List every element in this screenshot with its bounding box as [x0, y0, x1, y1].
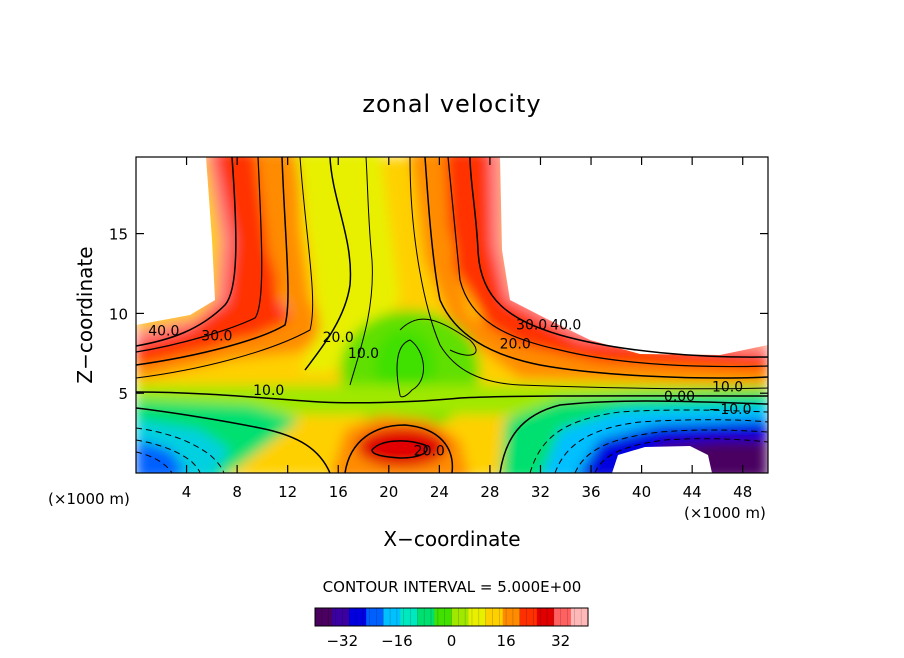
contour-label: 40.0 — [550, 317, 581, 333]
y-axis-ticks: 5 10 15 — [109, 226, 768, 403]
contour-line — [447, 157, 768, 368]
field-upper-left-blank — [136, 157, 215, 325]
x-tick-label: 4 — [182, 483, 192, 501]
contour-line — [136, 427, 225, 473]
contour-label: 0.00 — [664, 389, 695, 405]
colorbar-segment — [451, 608, 470, 626]
contour-label: −10.0 — [709, 402, 752, 418]
colorbar-segment — [315, 608, 333, 626]
contour-line — [136, 439, 201, 473]
plot-frame — [135, 156, 769, 474]
field-upper-right-blank — [500, 157, 768, 355]
field-lower-left-blue — [136, 440, 185, 473]
contour-line — [344, 424, 454, 473]
x-tick-label: 12 — [278, 483, 297, 501]
contour-line — [409, 157, 768, 390]
colorbar-segment — [400, 608, 418, 626]
contour-line — [499, 400, 768, 473]
contour-line — [136, 451, 173, 473]
x-tick-label: 40 — [632, 483, 651, 501]
colorbar: −32 −16 0 16 32 — [314, 607, 589, 650]
contour-line — [136, 157, 289, 366]
chart-title: zonal velocity — [362, 90, 541, 118]
colorbar-tick-label: −16 — [381, 632, 413, 650]
contour-line — [594, 438, 768, 473]
colorbar-segment — [502, 608, 521, 626]
y-tick-label: 15 — [109, 226, 128, 244]
x-tick-label: 28 — [480, 483, 499, 501]
contour-line — [371, 440, 428, 459]
contour-line — [554, 419, 768, 473]
contour-line — [574, 429, 768, 473]
contour-line — [469, 157, 768, 358]
field-left-jet-orange — [136, 157, 330, 380]
contour-label: 30.0 — [516, 317, 547, 333]
colorbar-tick-label: 32 — [551, 632, 570, 650]
x-axis-ticks: 4 8 12 16 20 24 28 32 36 40 44 48 — [182, 157, 752, 501]
x-tick-label: 24 — [430, 483, 449, 501]
colorbar-segment — [468, 608, 487, 626]
colorbar-tick-label: 0 — [447, 632, 457, 650]
contour-labels: 40.0 30.0 20.010.010.030.0 40.020.010.00.00… — [148, 317, 751, 459]
contour-line — [529, 409, 768, 473]
x-tick-label: 20 — [379, 483, 398, 501]
colorbar-segment — [383, 608, 401, 626]
contour-label: 10.0 — [712, 380, 743, 396]
colorbar-segment — [349, 608, 367, 626]
x-tick-label: 32 — [531, 483, 550, 501]
field-center-yellow — [296, 157, 400, 372]
contour-line — [396, 339, 425, 398]
contour-line — [424, 157, 768, 379]
field-lower-right-blank — [612, 446, 712, 473]
colorbar-segment — [332, 608, 350, 626]
colorbar-tick-label: −32 — [326, 632, 358, 650]
x-tick-label: 48 — [733, 483, 752, 501]
contour-label: 30.0 — [201, 329, 232, 345]
y-tick-label: 5 — [118, 385, 128, 403]
field-left-jet — [136, 157, 300, 370]
contour-label: 20.0 — [500, 337, 531, 353]
colorbar-segment — [536, 608, 555, 626]
colorbar-segment — [485, 608, 504, 626]
contour-line — [349, 157, 373, 386]
x-tick-label: 44 — [683, 483, 702, 501]
contour-line — [136, 157, 263, 353]
contour-interval-label: CONTOUR INTERVAL = 5.000E+00 — [323, 578, 582, 596]
contour-line — [136, 407, 331, 473]
contour-label: 20.0 — [323, 330, 354, 346]
y-axis-title: Z−coordinate — [73, 246, 97, 383]
x-axis-title: X−coordinate — [383, 527, 520, 551]
colorbar-segment — [570, 608, 589, 626]
contour-line — [399, 318, 477, 356]
x-tick-label: 16 — [329, 483, 348, 501]
contour-label: 40.0 — [148, 324, 179, 340]
contour-field — [136, 157, 768, 473]
contour-line — [136, 391, 768, 404]
contour-lines — [136, 157, 768, 473]
contour-label: 20.0 — [414, 443, 445, 459]
colorbar-segment — [553, 608, 572, 626]
contour-line — [304, 157, 352, 371]
contour-line — [136, 157, 237, 347]
colorbar-tick-label: 16 — [497, 632, 516, 650]
x-unit-left-label: (×1000 m) — [48, 490, 130, 508]
colorbar-frame — [314, 607, 589, 627]
x-tick-label: 36 — [581, 483, 600, 501]
colorbar-segment — [519, 608, 538, 626]
contour-line — [136, 157, 314, 379]
x-unit-right-label: (×1000 m) — [684, 504, 766, 522]
field-lower-center-red — [357, 427, 447, 467]
contour-label: 10.0 — [348, 346, 379, 362]
contour-label: 10.0 — [253, 383, 284, 399]
colorbar-segment — [434, 608, 453, 626]
y-tick-label: 10 — [109, 305, 128, 323]
colorbar-segment — [366, 608, 384, 626]
x-tick-label: 8 — [232, 483, 242, 501]
colorbar-segment — [417, 608, 436, 626]
